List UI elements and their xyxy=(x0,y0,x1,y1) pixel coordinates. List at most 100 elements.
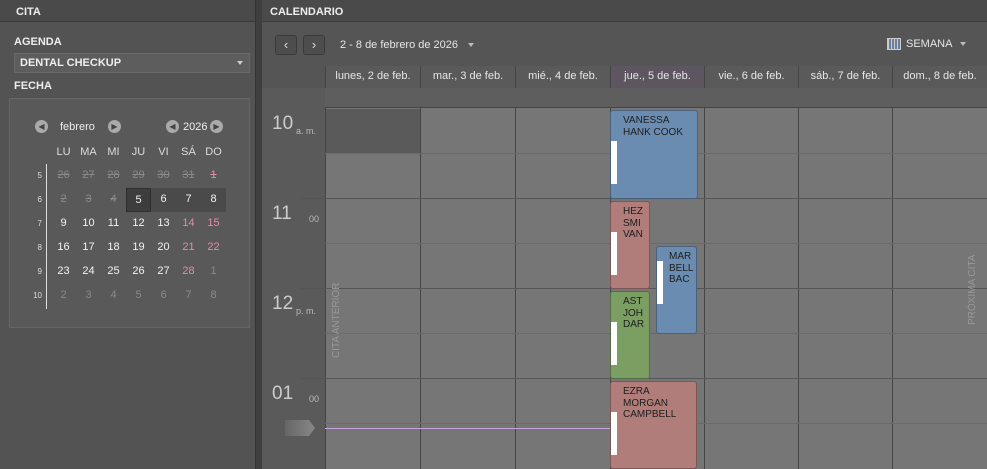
day-cell[interactable]: 13 xyxy=(157,217,170,229)
day-cell[interactable]: 11 xyxy=(107,217,120,229)
day-header[interactable]: lunes, 2 de feb. xyxy=(325,66,420,88)
time-gutter xyxy=(262,88,325,469)
day-cell[interactable]: 27 xyxy=(157,265,170,277)
next-week-button[interactable]: › xyxy=(303,35,325,55)
appointment-name-line: HANK COOK xyxy=(623,126,684,138)
day-cell[interactable]: 28 xyxy=(182,265,195,277)
day-column[interactable] xyxy=(515,88,610,469)
weekday-header: MI xyxy=(107,146,120,158)
week-number: 8 xyxy=(37,243,42,252)
appointment[interactable]: AST JOH DAR xyxy=(610,291,650,379)
day-header[interactable]: sáb., 7 de feb. xyxy=(798,66,892,88)
day-cell[interactable]: 29 xyxy=(132,169,145,181)
day-column[interactable] xyxy=(798,88,892,469)
appointment-name-line: DAR xyxy=(623,319,645,330)
week-number: 5 xyxy=(37,171,42,180)
day-cell[interactable]: 26 xyxy=(132,265,145,277)
hour-sublabel: 00 xyxy=(309,394,320,404)
weekday-header: SÁ xyxy=(181,146,196,158)
day-cell[interactable]: 8 xyxy=(210,193,217,205)
chevron-down-icon xyxy=(237,61,243,65)
prev-week-button[interactable]: ‹ xyxy=(275,35,297,55)
proxima-cita-button[interactable]: PRÓXIMA CITA xyxy=(967,254,978,325)
mini-calendar: ◀ febrero ▶ ◀ 2026 ▶ LU MA MI JU VI SÁ DO 5 26 27… xyxy=(9,98,250,328)
day-cell[interactable]: 10 xyxy=(82,217,95,229)
past-slot xyxy=(326,109,420,154)
day-cell[interactable]: 4 xyxy=(110,289,117,301)
calendario-header: CALENDARIO xyxy=(262,0,987,22)
day-cell[interactable]: 7 xyxy=(185,289,192,301)
appointment-name-line: EZRA xyxy=(623,386,650,397)
day-cell[interactable]: 2 xyxy=(60,193,67,205)
cita-anterior-button[interactable]: CITA ANTERIOR xyxy=(331,282,342,358)
week-number: 10 xyxy=(33,291,42,300)
status-bar xyxy=(611,232,617,275)
day-cell[interactable]: 14 xyxy=(182,217,195,229)
half-hour-line xyxy=(325,243,987,244)
day-cell[interactable]: 31 xyxy=(182,169,195,181)
appointment[interactable]: VANESSA HANK COOK xyxy=(610,110,698,199)
current-time-marker xyxy=(285,420,315,436)
week-number: 9 xyxy=(37,267,42,276)
day-cell[interactable]: 30 xyxy=(157,169,170,181)
day-cell[interactable]: 6 xyxy=(160,193,167,205)
day-cell[interactable]: 15 xyxy=(207,217,220,229)
day-cell[interactable]: 9 xyxy=(60,217,67,229)
day-cell[interactable]: 6 xyxy=(160,289,167,301)
day-cell[interactable]: 5 xyxy=(126,188,151,212)
day-cell[interactable]: 24 xyxy=(82,265,95,277)
next-year-icon[interactable]: ▶ xyxy=(210,120,223,133)
day-cell[interactable]: 26 xyxy=(57,169,70,181)
day-cell[interactable]: 3 xyxy=(85,289,92,301)
view-dropdown[interactable]: SEMANA xyxy=(887,38,967,51)
day-cell[interactable]: 23 xyxy=(57,265,70,277)
appointment[interactable]: EZRA MORGAN CAMPBELL xyxy=(610,381,697,469)
appointment-name-line: BELL xyxy=(669,262,694,274)
status-bar xyxy=(657,261,663,304)
day-cell[interactable]: 5 xyxy=(135,289,142,301)
prev-month-icon[interactable]: ◀ xyxy=(35,120,48,133)
day-header[interactable]: dom., 8 de feb. xyxy=(892,66,987,88)
weekday-header: JU xyxy=(131,146,146,158)
day-header[interactable]: mié., 4 de feb. xyxy=(515,66,610,88)
day-header[interactable]: jue., 5 de feb. xyxy=(610,66,704,88)
next-month-icon[interactable]: ▶ xyxy=(108,120,121,133)
day-cell[interactable]: 20 xyxy=(157,241,170,253)
week-number: 6 xyxy=(37,195,42,204)
day-cell[interactable]: 22 xyxy=(207,241,220,253)
day-column[interactable] xyxy=(892,88,987,469)
day-cell[interactable]: 4 xyxy=(110,193,117,205)
day-column[interactable] xyxy=(420,88,515,469)
day-cell[interactable]: 25 xyxy=(107,265,120,277)
day-cell[interactable]: 3 xyxy=(85,193,92,205)
appointment-name-line: HEZ xyxy=(623,206,643,217)
day-cell[interactable]: 8 xyxy=(210,289,217,301)
appointment[interactable]: MAR BELL BAC xyxy=(656,246,697,334)
date-range-dropdown[interactable]: 2 - 8 de febrero de 2026 xyxy=(340,39,475,51)
day-cell[interactable]: 12 xyxy=(132,217,145,229)
week-number: 7 xyxy=(37,219,42,228)
day-cell[interactable]: 27 xyxy=(82,169,95,181)
day-header[interactable]: mar., 3 de feb. xyxy=(420,66,515,88)
day-cell[interactable]: 1 xyxy=(210,265,217,277)
day-cell[interactable]: 16 xyxy=(57,241,70,253)
day-cell[interactable]: 2 xyxy=(60,289,67,301)
day-cell[interactable]: 21 xyxy=(182,241,195,253)
day-cell[interactable]: 1 xyxy=(210,169,217,181)
chevron-down-icon xyxy=(468,43,475,48)
appointment-name-line: MAR xyxy=(669,251,692,262)
day-cell[interactable]: 28 xyxy=(107,169,120,181)
appointment-name-line: VANESSA xyxy=(623,115,670,126)
status-bar xyxy=(611,141,617,184)
appointment-name-line: MORGAN xyxy=(623,397,668,409)
appointment[interactable]: HEZ SMI VAN xyxy=(610,201,650,289)
day-header[interactable]: vie., 6 de feb. xyxy=(704,66,798,88)
day-cell[interactable]: 17 xyxy=(82,241,95,253)
hour-label: 10 xyxy=(272,113,294,134)
day-cell[interactable]: 7 xyxy=(185,193,192,205)
prev-year-icon[interactable]: ◀ xyxy=(166,120,179,133)
day-cell[interactable]: 19 xyxy=(132,241,145,253)
day-column[interactable] xyxy=(704,88,798,469)
day-cell[interactable]: 18 xyxy=(107,241,120,253)
agenda-select[interactable]: DENTAL CHECKUP xyxy=(14,53,250,73)
